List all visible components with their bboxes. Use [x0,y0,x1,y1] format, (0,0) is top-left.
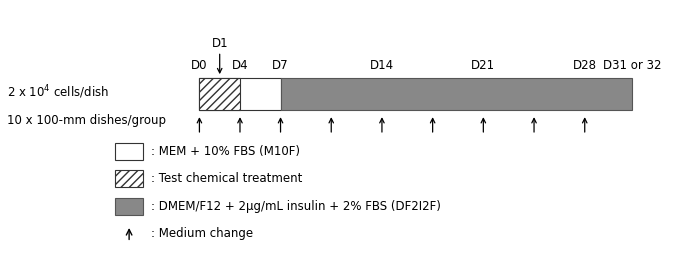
Text: D28: D28 [573,59,597,72]
Text: : Test chemical treatment: : Test chemical treatment [151,172,303,185]
Bar [115,170,143,187]
Bar [115,143,143,160]
Bar [281,78,632,110]
Text: D31 or 32: D31 or 32 [603,59,661,72]
Text: D7: D7 [272,59,289,72]
Text: : Medium change: : Medium change [151,227,254,240]
Text: D0: D0 [191,59,208,72]
Text: : MEM + 10% FBS (M10F): : MEM + 10% FBS (M10F) [151,145,300,158]
Text: D1: D1 [212,37,228,50]
Text: 10 x 100-mm dishes/group: 10 x 100-mm dishes/group [7,113,166,126]
Text: D21: D21 [471,59,496,72]
Bar [199,78,281,110]
Text: 2 x 10$^4$ cells/dish: 2 x 10$^4$ cells/dish [7,84,109,101]
Bar [115,198,143,215]
Text: D14: D14 [370,59,394,72]
Bar [199,78,240,110]
Text: : DMEM/F12 + 2μg/mL insulin + 2% FBS (DF2I2F): : DMEM/F12 + 2μg/mL insulin + 2% FBS (DF… [151,200,441,213]
Text: D4: D4 [232,59,248,72]
